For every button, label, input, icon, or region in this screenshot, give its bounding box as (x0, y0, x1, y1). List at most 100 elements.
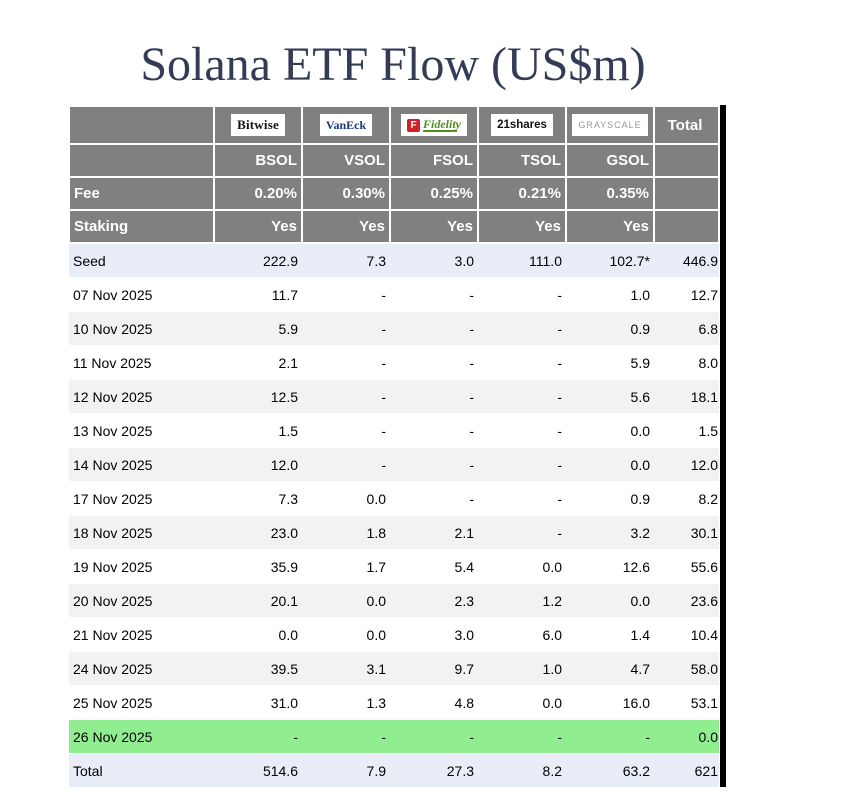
table-row: 14 Nov 2025 12.0 - - - 0.0 12.0 (69, 447, 719, 482)
row-value: 12.6 (566, 549, 654, 584)
row-total: 6.8 (654, 311, 719, 346)
row-value: 3.2 (566, 515, 654, 550)
row-value: 7.3 (302, 242, 390, 278)
21shares-logo-text: 21shares (497, 119, 547, 131)
row-value: - (214, 719, 302, 754)
row-total: 30.1 (654, 515, 719, 550)
staking-value: Yes (389, 209, 479, 244)
ticker-fsol: FSOL (389, 143, 479, 178)
row-value: - (478, 447, 566, 482)
row-label: 25 Nov 2025 (69, 685, 214, 720)
row-value: 0.0 (566, 447, 654, 482)
table-header: Bitwise VanEck F Fidelity 21shar (68, 105, 720, 244)
row-value: - (478, 719, 566, 754)
staking-row-label: Staking (68, 209, 215, 244)
row-label: 12 Nov 2025 (69, 379, 214, 414)
row-value: 1.3 (302, 685, 390, 720)
row-value: - (302, 379, 390, 414)
row-value: - (390, 379, 478, 414)
etf-flow-table-wrap: Bitwise VanEck F Fidelity 21shar (68, 105, 726, 787)
row-total: 446.9 (654, 242, 719, 278)
ticker-row: BSOL VSOL FSOL TSOL GSOL (68, 143, 720, 178)
row-total: 58.0 (654, 651, 719, 686)
table-row: 17 Nov 2025 7.3 0.0 - - 0.9 8.2 (69, 481, 719, 516)
row-value: - (302, 345, 390, 380)
row-value: 31.0 (214, 685, 302, 720)
row-value: - (390, 481, 478, 516)
row-label: 10 Nov 2025 (69, 311, 214, 346)
ticker-vsol: VSOL (301, 143, 391, 178)
row-label: 24 Nov 2025 (69, 651, 214, 686)
table-row: 10 Nov 2025 5.9 - - - 0.9 6.8 (69, 311, 719, 346)
row-value: - (478, 481, 566, 516)
row-value: 3.1 (302, 651, 390, 686)
vaneck-logo-text: VanEck (325, 117, 367, 132)
row-total: 8.0 (654, 345, 719, 380)
row-value: 222.9 (214, 242, 302, 278)
row-value: 3.0 (390, 617, 478, 652)
row-value: 35.9 (214, 549, 302, 584)
row-value: - (302, 447, 390, 482)
row-total: 10.4 (654, 617, 719, 652)
row-value: 23.0 (214, 515, 302, 550)
row-value: 11.7 (214, 277, 302, 312)
table-row: 18 Nov 2025 23.0 1.8 2.1 - 3.2 30.1 (69, 515, 719, 550)
fee-row: Fee 0.20% 0.30% 0.25% 0.21% 0.35% (68, 176, 720, 211)
table-row: 07 Nov 2025 11.7 - - - 1.0 12.7 (69, 277, 719, 312)
fidelity-logo-text: Fidelity (423, 116, 461, 131)
row-value: 27.3 (390, 753, 478, 787)
row-value: 63.2 (566, 753, 654, 787)
row-value: - (478, 345, 566, 380)
row-value: 102.7* (566, 242, 654, 278)
row-value: 0.0 (566, 583, 654, 618)
row-value: 39.5 (214, 651, 302, 686)
fee-value: 0.20% (213, 176, 303, 211)
table-row: Seed 222.9 7.3 3.0 111.0 102.7* 446.9 (69, 242, 719, 278)
row-label: 11 Nov 2025 (69, 345, 214, 380)
row-value: 1.4 (566, 617, 654, 652)
row-value: 20.1 (214, 583, 302, 618)
table-row: 26 Nov 2025 - - - - - 0.0 (69, 719, 719, 754)
row-value: - (478, 311, 566, 346)
row-value: 3.0 (390, 242, 478, 278)
row-value: 5.4 (390, 549, 478, 584)
row-label: 17 Nov 2025 (69, 481, 214, 516)
table-row: 21 Nov 2025 0.0 0.0 3.0 6.0 1.4 10.4 (69, 617, 719, 652)
row-total: 55.6 (654, 549, 719, 584)
row-value: 2.1 (214, 345, 302, 380)
row-value: 9.7 (390, 651, 478, 686)
table-row: 25 Nov 2025 31.0 1.3 4.8 0.0 16.0 53.1 (69, 685, 719, 720)
row-value: 0.0 (478, 549, 566, 584)
row-value: 0.9 (566, 311, 654, 346)
row-total: 1.5 (654, 413, 719, 448)
row-value: 0.0 (302, 617, 390, 652)
row-total: 18.1 (654, 379, 719, 414)
row-value: 0.0 (566, 413, 654, 448)
corner-cell (68, 105, 215, 145)
row-value: - (390, 311, 478, 346)
grayscale-logo: GRAYSCALE (572, 114, 648, 136)
row-value: - (302, 413, 390, 448)
fidelity-f-icon: F (407, 118, 420, 132)
fidelity-tagline (423, 129, 457, 132)
fee-row-label: Fee (68, 176, 215, 211)
ticker-gsol: GSOL (565, 143, 655, 178)
fee-value: 0.25% (389, 176, 479, 211)
row-value: - (478, 413, 566, 448)
fee-value: 0.30% (301, 176, 391, 211)
staking-row: Staking Yes Yes Yes Yes Yes (68, 209, 720, 244)
row-value: 1.0 (566, 277, 654, 312)
table-row: 20 Nov 2025 20.1 0.0 2.3 1.2 0.0 23.6 (69, 583, 719, 618)
staking-value: Yes (213, 209, 303, 244)
logo-row: Bitwise VanEck F Fidelity 21shar (68, 105, 720, 145)
table-row: 24 Nov 2025 39.5 3.1 9.7 1.0 4.7 58.0 (69, 651, 719, 686)
row-value: - (390, 719, 478, 754)
staking-value: Yes (301, 209, 391, 244)
row-label: 13 Nov 2025 (69, 413, 214, 448)
row-total: 12.0 (654, 447, 719, 482)
row-label: Total (69, 753, 214, 787)
row-total: 12.7 (654, 277, 719, 312)
row-value: 0.0 (302, 583, 390, 618)
table-row: 11 Nov 2025 2.1 - - - 5.9 8.0 (69, 345, 719, 380)
table-row: 12 Nov 2025 12.5 - - - 5.6 18.1 (69, 379, 719, 414)
